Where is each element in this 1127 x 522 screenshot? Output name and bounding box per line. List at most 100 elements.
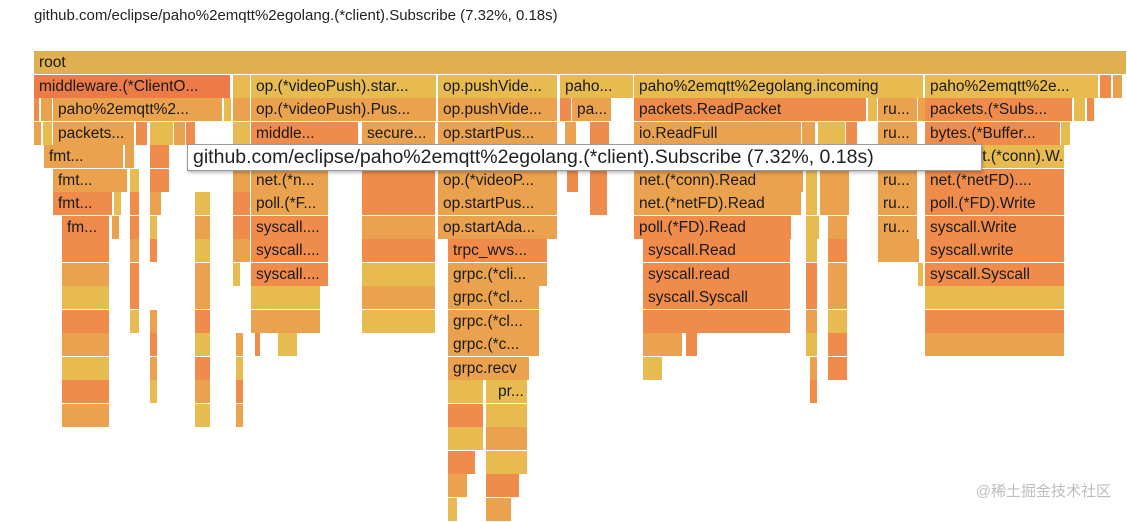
flame-frame[interactable]: fmt... (53, 168, 128, 193)
flame-frame[interactable]: syscall.write (925, 239, 1065, 263)
flame-frame-small[interactable] (236, 333, 244, 357)
flame-frame[interactable]: ru... (878, 98, 918, 122)
flame-frame-small[interactable] (567, 168, 579, 193)
flame-frame-small[interactable] (114, 192, 122, 216)
flame-frame-small[interactable] (362, 309, 436, 334)
flame-frame-small[interactable] (362, 239, 436, 263)
flame-frame[interactable]: ru... (878, 121, 918, 146)
flame-frame-small[interactable] (362, 286, 436, 310)
flame-frame-small[interactable] (362, 168, 436, 193)
flame-frame-small[interactable] (925, 286, 1065, 310)
flame-frame[interactable]: poll.(*FD).Read (634, 215, 792, 240)
flame-frame-small[interactable] (565, 121, 577, 146)
flame-frame-small[interactable] (828, 215, 848, 240)
flame-frame-small[interactable] (643, 333, 683, 357)
flame-frame-small[interactable] (486, 427, 528, 451)
flame-frame-small[interactable] (150, 333, 158, 357)
flame-frame[interactable]: op.startAda... (438, 215, 558, 240)
flame-frame-small[interactable] (255, 333, 261, 357)
flame-frame-small[interactable] (233, 215, 251, 240)
flame-frame-small[interactable] (448, 474, 468, 498)
flame-frame-small[interactable] (448, 403, 484, 428)
flame-frame[interactable]: syscall.Write (925, 215, 1065, 240)
flame-frame-small[interactable] (62, 403, 110, 428)
flame-frame-small[interactable] (878, 239, 920, 263)
flame-frame[interactable]: packets.(*Subs... (925, 98, 1073, 122)
flame-frame[interactable]: net.(*conn).Read (634, 168, 804, 193)
flame-frame-small[interactable] (195, 215, 211, 240)
flame-frame-small[interactable] (686, 333, 698, 357)
flame-frame-small[interactable] (806, 239, 818, 263)
flame-frame-small[interactable] (130, 168, 140, 193)
flame-frame-small[interactable] (125, 145, 135, 169)
flame-frame-small[interactable] (62, 309, 110, 334)
flame-frame-small[interactable] (1087, 98, 1095, 122)
flame-frame-small[interactable] (130, 309, 140, 334)
flame-frame-small[interactable] (828, 309, 848, 334)
flame-frame-small[interactable] (233, 239, 251, 263)
flame-frame-small[interactable] (233, 168, 251, 193)
flame-frame-small[interactable] (818, 121, 846, 146)
flame-frame[interactable]: middle... (251, 121, 359, 146)
flame-frame-small[interactable] (802, 121, 816, 146)
flame-frame-small[interactable] (810, 356, 818, 381)
flame-frame-small[interactable] (806, 192, 818, 216)
flame-frame[interactable]: grpc.(*cl... (448, 309, 540, 334)
flame-frame-small[interactable] (806, 168, 818, 193)
flame-frame-small[interactable] (233, 192, 251, 216)
flame-frame-small[interactable] (251, 309, 321, 334)
flame-frame-small[interactable] (150, 356, 158, 381)
flame-frame-small[interactable] (868, 98, 878, 122)
flame-frame-small[interactable] (233, 121, 251, 146)
flame-frame-small[interactable] (448, 380, 484, 404)
flame-frame-small[interactable] (62, 286, 110, 310)
flame-frame[interactable]: syscall.... (251, 262, 329, 287)
flame-frame[interactable]: op.(*videoP... (438, 168, 558, 193)
flame-frame-small[interactable] (251, 286, 321, 310)
flame-frame-small[interactable] (195, 309, 211, 334)
flame-frame-small[interactable] (362, 262, 436, 287)
flame-frame[interactable]: op.pushVide... (438, 74, 558, 99)
flame-frame-small[interactable] (828, 262, 848, 287)
flame-frame-small[interactable] (150, 168, 170, 193)
flame-frame-small[interactable] (820, 168, 850, 193)
flame-frame-small[interactable] (828, 239, 848, 263)
flame-frame-small[interactable] (150, 239, 158, 263)
flame-frame-small[interactable] (1074, 98, 1086, 122)
flame-frame[interactable]: fm... (62, 215, 110, 240)
flame-frame[interactable]: paho... (560, 74, 634, 99)
flame-frame[interactable]: net.(*netFD).... (925, 168, 1065, 193)
flame-frame-small[interactable] (820, 192, 850, 216)
flame-frame-small[interactable] (150, 121, 174, 146)
flame-frame-small[interactable] (62, 380, 110, 404)
flame-frame[interactable]: op.startPus... (438, 121, 558, 146)
flame-frame-small[interactable] (236, 380, 244, 404)
flame-frame-small[interactable] (486, 497, 512, 522)
flame-frame[interactable]: syscall.... (251, 215, 329, 240)
flame-frame-small[interactable] (236, 356, 244, 381)
flame-frame-small[interactable] (806, 215, 820, 240)
flame-frame[interactable]: op.(*videoPush).Pus... (251, 98, 437, 122)
flame-frame[interactable]: root (34, 51, 1127, 75)
flame-frame[interactable]: syscall.Read (643, 239, 791, 263)
flame-frame-small[interactable] (643, 309, 791, 334)
flame-frame[interactable]: ru... (878, 168, 918, 193)
flame-frame-small[interactable] (810, 380, 818, 404)
flame-frame-small[interactable] (806, 286, 818, 310)
flame-frame-small[interactable] (174, 121, 186, 146)
flame-frame[interactable]: bytes.(*Buffer... (925, 121, 1061, 146)
flame-frame[interactable]: grpc.(*c... (448, 333, 540, 357)
flame-frame[interactable]: ru... (878, 192, 918, 216)
flame-frame-small[interactable] (150, 192, 162, 216)
flame-frame[interactable]: grpc.(*cli... (448, 262, 548, 287)
flame-frame-small[interactable] (150, 380, 158, 404)
flame-frame-small[interactable] (448, 450, 476, 475)
flame-frame-small[interactable] (925, 309, 1065, 334)
flame-frame-small[interactable] (130, 286, 140, 310)
flame-frame-small[interactable] (233, 98, 251, 122)
flame-frame[interactable]: io.ReadFull (634, 121, 802, 146)
flame-frame-small[interactable] (195, 192, 211, 216)
flame-frame[interactable]: fmt... (44, 145, 124, 169)
flame-frame-small[interactable] (1100, 74, 1112, 99)
flame-frame-small[interactable] (43, 121, 53, 146)
